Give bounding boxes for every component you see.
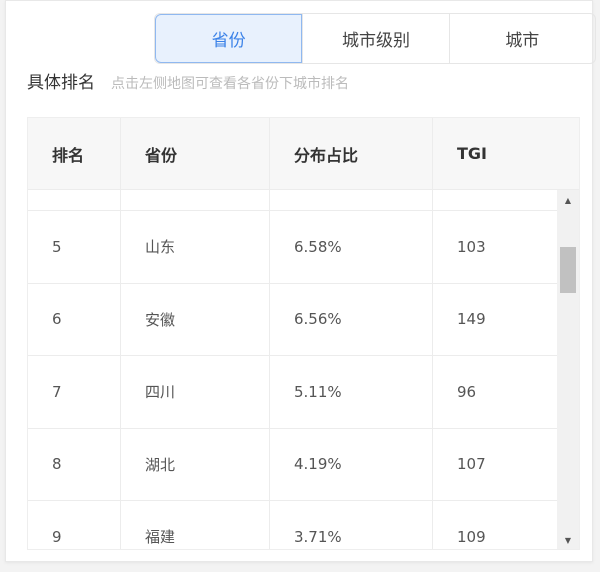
tab-province[interactable]: 省份 — [155, 14, 303, 63]
table-header: 排名 省份 分布占比 TGI — [28, 118, 579, 190]
cell-province: 湖北 — [121, 428, 270, 500]
table-row[interactable]: 6 安徽 6.56% 149 — [28, 283, 559, 356]
table-row[interactable]: 9 福建 3.71% 109 — [28, 501, 559, 549]
tab-city-level[interactable]: 城市级别 — [302, 14, 448, 63]
cell-share: 5.11% — [270, 356, 433, 428]
table-row-partial — [28, 190, 559, 211]
cell-tgi: 149 — [457, 310, 486, 329]
scroll-down-icon[interactable]: ▼ — [564, 536, 572, 545]
header-rank: 排名 — [28, 118, 121, 189]
cell-province: 安徽 — [121, 283, 270, 355]
cell-rank: 5 — [28, 211, 121, 283]
tab-city[interactable]: 城市 — [448, 14, 595, 63]
cell-tgi: 96 — [457, 382, 477, 401]
cell-province: 福建 — [121, 501, 270, 549]
cell-share: 6.58% — [270, 211, 433, 283]
cell-rank: 6 — [28, 283, 121, 355]
cell-tgi: 107 — [457, 455, 486, 474]
cell-tgi: 109 — [457, 527, 486, 546]
section-title: 具体排名 — [27, 73, 95, 93]
table-row[interactable]: 5 山东 6.58% 103 — [28, 211, 559, 284]
dimension-tabs: 省份 城市级别 城市 — [154, 13, 596, 64]
cell-share: 4.19% — [270, 428, 433, 500]
section-header: 具体排名 点击左侧地图可查看各省份下城市排名 — [27, 68, 349, 93]
table-row[interactable]: 8 湖北 4.19% 107 — [28, 428, 559, 501]
scrollbar[interactable]: ▲ ▼ — [557, 190, 579, 549]
ranking-panel: 省份 城市级别 城市 — [5, 0, 596, 562]
table-row[interactable]: 7 四川 5.11% 96 — [28, 356, 559, 429]
cell-rank: 8 — [28, 428, 121, 500]
cell-province: 四川 — [121, 356, 270, 428]
cell-province: 山东 — [121, 211, 270, 283]
scrollbar-thumb[interactable] — [560, 247, 576, 293]
header-share: 分布占比 — [270, 118, 433, 189]
cell-tgi: 103 — [457, 237, 486, 256]
cell-rank: 9 — [28, 501, 121, 549]
ranking-table: 排名 省份 分布占比 TGI 5 山东 6.58% 103 6 安徽 6.56% 149 7 四川… — [27, 117, 580, 550]
scroll-up-icon[interactable]: ▲ — [564, 196, 572, 205]
cell-share: 3.71% — [270, 501, 433, 549]
header-province: 省份 — [121, 118, 270, 189]
section-hint: 点击左侧地图可查看各省份下城市排名 — [111, 76, 349, 92]
cell-rank: 7 — [28, 356, 121, 428]
cell-share: 6.56% — [270, 283, 433, 355]
header-tgi: TGI — [457, 144, 487, 163]
